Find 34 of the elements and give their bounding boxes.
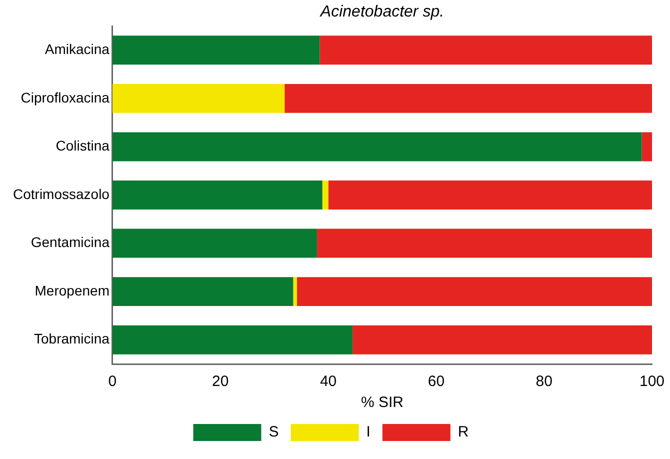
bar: [328, 180, 652, 210]
legend-label: I: [366, 424, 370, 441]
bar: [642, 132, 652, 162]
legend-label: S: [268, 424, 279, 441]
y-tick-label: Colistina: [56, 138, 110, 154]
x-tick-label: 40: [320, 373, 337, 390]
x-tick-label: 60: [428, 373, 445, 390]
x-axis-title: % SIR: [360, 394, 404, 412]
x-tick-label: 80: [536, 373, 552, 390]
bar: [112, 277, 294, 306]
bar: [320, 36, 652, 65]
bar: [296, 277, 652, 306]
bar: [293, 277, 297, 306]
legend-label: R: [458, 424, 469, 441]
bar: [112, 228, 317, 258]
x-tick-label: 20: [212, 373, 229, 390]
y-tick-label: Ciprofloxacina: [20, 89, 110, 106]
bar: [284, 84, 652, 113]
bar: [112, 132, 642, 162]
y-tick-label: Cotrimossazolo: [12, 186, 110, 202]
y-tick-label: Amikacina: [44, 41, 110, 57]
bar: [112, 84, 285, 113]
x-tick-label: 100: [639, 373, 665, 390]
x-tick-label: 0: [108, 373, 117, 390]
bar: [112, 180, 322, 210]
bar: [112, 36, 320, 65]
y-tick-label: Meropenem: [34, 282, 110, 298]
y-tick-label: Gentamicina: [30, 234, 110, 250]
y-tick-label: Tobramicina: [34, 330, 110, 347]
chart-title: Acinetobacter sp.: [319, 3, 444, 20]
bar: [316, 228, 652, 258]
bar: [322, 180, 328, 210]
bar: [352, 325, 652, 354]
bar: [112, 325, 353, 354]
